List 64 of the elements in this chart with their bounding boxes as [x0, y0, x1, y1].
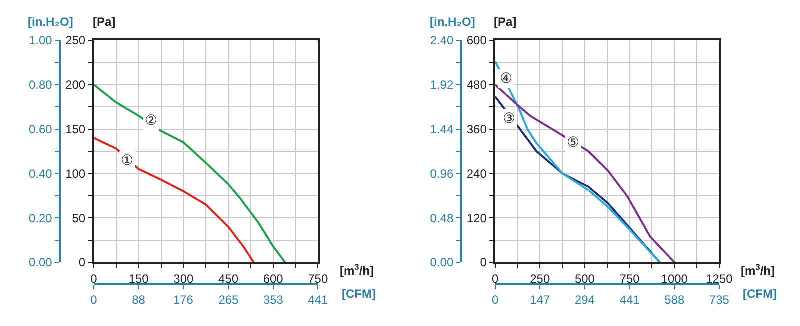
y2-tick-label: 0.96 — [430, 166, 454, 181]
line-series — [94, 137, 255, 263]
x2-tick-label: 0 — [492, 292, 499, 307]
x-axis-title: [m$^{3}$/h] — [340, 262, 374, 278]
y-axis-title: [Pa] — [494, 15, 517, 29]
x2-tick-label: 0 — [90, 292, 98, 307]
y2-axis-title: [in.H₂O] — [28, 15, 74, 29]
x2-tick-label: 353 — [263, 292, 284, 307]
x2-tick-label: 88 — [132, 292, 146, 307]
x-tick-label: 750 — [308, 272, 328, 286]
x-tick-label: 300 — [174, 272, 194, 286]
y-tick-label: 0 — [480, 256, 488, 270]
y-tick-label: 360 — [466, 122, 488, 137]
x2-tick-label: 588 — [664, 292, 685, 307]
x-tick-label: 500 — [574, 272, 596, 286]
y2-tick-label: 0.00 — [430, 256, 454, 270]
y2-tick-label: 1.00 — [29, 34, 53, 48]
x2-tick-label: 176 — [173, 292, 194, 307]
x-tick-label: 600 — [263, 272, 284, 286]
y-tick-label: 120 — [466, 211, 488, 226]
x-tick-label: 0 — [492, 272, 499, 286]
x2-tick-label: 147 — [530, 292, 550, 307]
y-tick-label: 250 — [66, 34, 86, 48]
x2-tick-label: 294 — [574, 292, 596, 307]
x-tick-label: 150 — [128, 272, 150, 286]
x2-axis-title: [CFM] — [743, 287, 777, 301]
x-tick-label: 250 — [530, 272, 550, 286]
y-tick-label: 150 — [66, 122, 86, 137]
x-tick-label: 1250 — [706, 272, 734, 286]
annotation: ④ — [500, 71, 513, 87]
y2-axis-title: [in.H₂O] — [430, 15, 476, 29]
line-series — [495, 60, 661, 263]
y-tick-label: 200 — [66, 78, 86, 92]
annotation: ⑤ — [567, 135, 580, 151]
y2-tick-label: 0.00 — [29, 256, 53, 270]
x-tick-label: 450 — [218, 272, 239, 286]
x-tick-label: 0 — [90, 272, 98, 286]
y2-tick-label: 0.80 — [29, 78, 53, 92]
y2-tick-label: 0.40 — [29, 166, 53, 181]
x-tick-label: 1000 — [661, 272, 688, 286]
y2-tick-label: 0.48 — [430, 211, 454, 226]
annotation: ③ — [503, 111, 516, 127]
x-axis-title: [m$^{3}$/h] — [741, 262, 776, 278]
y-tick-label: 50 — [72, 211, 86, 226]
y-tick-label: 0 — [78, 256, 86, 270]
line-series — [94, 84, 286, 263]
y2-tick-label: 1.44 — [430, 122, 454, 137]
x2-tick-label: 441 — [308, 292, 328, 307]
y2-tick-label: 2.40 — [430, 34, 454, 48]
x2-tick-label: 265 — [218, 292, 240, 307]
y-tick-label: 240 — [466, 166, 488, 181]
y2-tick-label: 0.20 — [29, 211, 53, 226]
x-tick-label: 750 — [620, 272, 640, 286]
y-axis-title: [Pa] — [93, 15, 116, 29]
y-tick-label: 100 — [66, 166, 86, 181]
x2-axis-title: [CFM] — [342, 287, 376, 301]
y-tick-label: 480 — [466, 78, 488, 92]
annotation: ② — [145, 113, 158, 129]
x2-tick-label: 441 — [620, 292, 640, 307]
y2-tick-label: 0.60 — [29, 122, 53, 137]
y2-tick-label: 1.92 — [430, 78, 454, 92]
y-tick-label: 600 — [466, 34, 488, 48]
x2-tick-label: 735 — [709, 292, 730, 307]
annotation: ① — [121, 153, 134, 169]
